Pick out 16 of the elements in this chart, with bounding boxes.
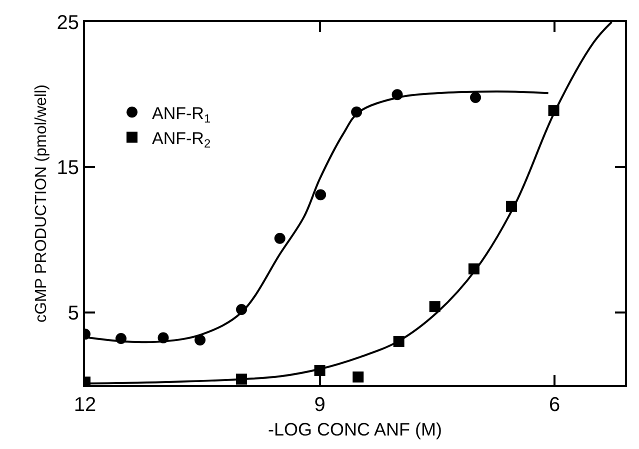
x-axis-title: -LOG CONC ANF (M)	[268, 420, 442, 440]
y-axis-title: cGMP PRODUCTION (pmol/well)	[33, 84, 50, 322]
x-tick-label: 6	[549, 394, 560, 416]
point	[429, 301, 440, 312]
y-tick-label: 5	[68, 302, 79, 324]
point	[352, 372, 364, 383]
point	[470, 92, 482, 103]
legend-label: ANF-R$_{1}$	[152, 104, 211, 126]
point	[194, 334, 206, 346]
x-tick-label: 9	[314, 394, 326, 416]
y-tick-label: 15	[56, 157, 79, 180]
point	[315, 189, 326, 200]
x-tick-label: 12	[74, 394, 96, 416]
y-tick-label: 25	[56, 12, 79, 34]
point	[274, 232, 286, 244]
legend-label: ANF-R$_{2}$	[152, 128, 211, 150]
